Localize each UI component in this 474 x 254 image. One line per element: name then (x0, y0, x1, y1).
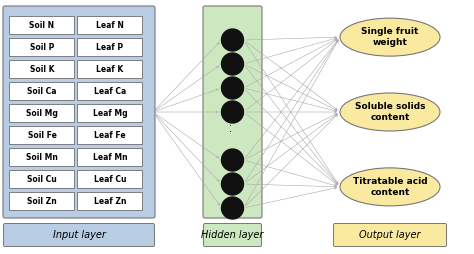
Text: Soil K: Soil K (30, 65, 54, 73)
Text: Soil Mg: Soil Mg (26, 108, 58, 118)
FancyBboxPatch shape (9, 38, 74, 56)
Text: Leaf Mg: Leaf Mg (93, 108, 128, 118)
FancyBboxPatch shape (78, 104, 143, 122)
FancyBboxPatch shape (334, 224, 447, 246)
FancyBboxPatch shape (9, 104, 74, 122)
Text: Hidden layer: Hidden layer (201, 230, 264, 240)
Circle shape (221, 173, 244, 195)
FancyBboxPatch shape (78, 192, 143, 210)
Text: Soil Fe: Soil Fe (27, 131, 56, 139)
Text: Titratable acid
content: Titratable acid content (353, 177, 428, 197)
FancyBboxPatch shape (78, 38, 143, 56)
FancyBboxPatch shape (9, 126, 74, 144)
Text: Leaf Cu: Leaf Cu (94, 174, 126, 183)
Text: Single fruit
weight: Single fruit weight (361, 27, 419, 47)
Text: Soil P: Soil P (30, 42, 54, 52)
FancyBboxPatch shape (9, 60, 74, 78)
Text: · · ·: · · · (228, 116, 237, 132)
FancyBboxPatch shape (203, 6, 262, 218)
FancyBboxPatch shape (9, 148, 74, 166)
Text: Leaf P: Leaf P (96, 42, 124, 52)
Text: Input layer: Input layer (53, 230, 105, 240)
Ellipse shape (340, 18, 440, 56)
Ellipse shape (340, 168, 440, 206)
Text: Leaf Mn: Leaf Mn (93, 152, 128, 162)
Ellipse shape (340, 93, 440, 131)
FancyBboxPatch shape (78, 16, 143, 34)
FancyBboxPatch shape (78, 148, 143, 166)
Text: Soil Mn: Soil Mn (26, 152, 58, 162)
FancyBboxPatch shape (3, 6, 155, 218)
Text: Soil N: Soil N (29, 21, 55, 29)
FancyBboxPatch shape (203, 224, 262, 246)
Text: Leaf K: Leaf K (96, 65, 124, 73)
FancyBboxPatch shape (9, 82, 74, 100)
Circle shape (221, 29, 244, 51)
FancyBboxPatch shape (9, 192, 74, 210)
Circle shape (221, 77, 244, 99)
FancyBboxPatch shape (9, 170, 74, 188)
FancyBboxPatch shape (78, 82, 143, 100)
Text: Leaf Fe: Leaf Fe (94, 131, 126, 139)
Text: Soil Ca: Soil Ca (27, 87, 57, 96)
FancyBboxPatch shape (78, 170, 143, 188)
Text: Leaf Ca: Leaf Ca (94, 87, 126, 96)
Circle shape (221, 101, 244, 123)
FancyBboxPatch shape (9, 16, 74, 34)
Text: Leaf Zn: Leaf Zn (94, 197, 126, 205)
Text: Leaf N: Leaf N (96, 21, 124, 29)
Text: Soil Zn: Soil Zn (27, 197, 57, 205)
Text: Output layer: Output layer (359, 230, 421, 240)
Circle shape (221, 53, 244, 75)
Text: Soil Cu: Soil Cu (27, 174, 57, 183)
Circle shape (221, 197, 244, 219)
Circle shape (221, 149, 244, 171)
Text: Soluble solids
content: Soluble solids content (355, 102, 425, 122)
FancyBboxPatch shape (78, 60, 143, 78)
FancyBboxPatch shape (78, 126, 143, 144)
FancyBboxPatch shape (3, 224, 155, 246)
